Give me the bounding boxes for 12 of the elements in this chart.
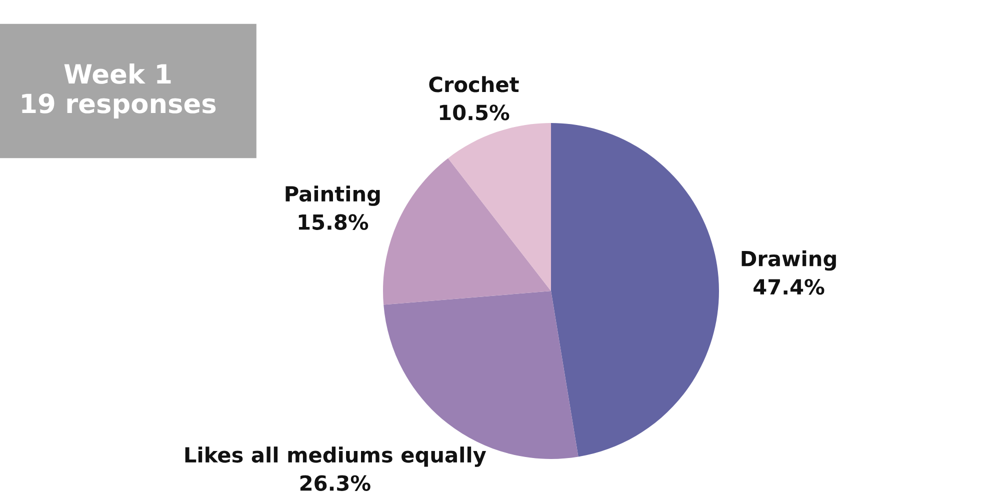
slice-label: Crochet xyxy=(429,76,519,92)
pie-slice xyxy=(448,123,551,291)
slice-label: Likes all mediums equally xyxy=(185,446,486,467)
data-label: 47.4% xyxy=(754,278,824,295)
data-label: 15.8% xyxy=(298,214,368,230)
data-label: 10.5% xyxy=(440,104,510,120)
pie-slice xyxy=(383,158,551,305)
pie-slice xyxy=(551,123,719,457)
slice-label: Drawing xyxy=(742,250,836,271)
chart-title: Week 1 19 responses xyxy=(22,63,216,119)
data-label: 26.3% xyxy=(300,475,370,491)
slice-label: Painting xyxy=(286,186,380,206)
